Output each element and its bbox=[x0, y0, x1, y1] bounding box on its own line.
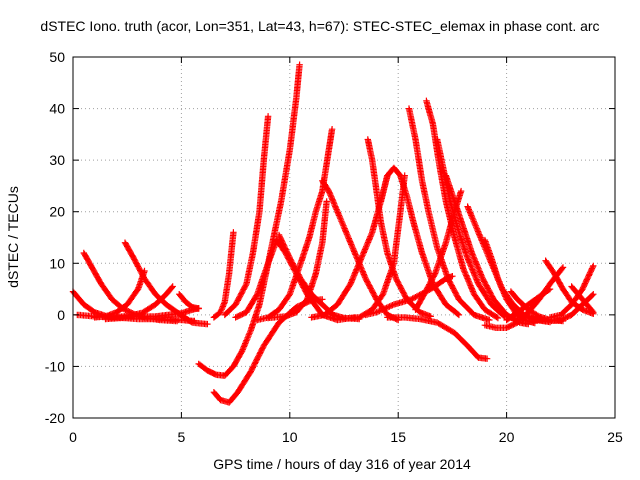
data-point-markers bbox=[364, 136, 434, 320]
x-tick-label: 20 bbox=[499, 429, 515, 445]
data-series bbox=[195, 61, 303, 379]
data-series bbox=[210, 229, 237, 321]
data-point-markers bbox=[195, 61, 303, 379]
x-tick-label: 15 bbox=[390, 429, 406, 445]
y-tick-label: 20 bbox=[49, 204, 65, 220]
data-series bbox=[412, 187, 465, 313]
y-tick-label: 40 bbox=[49, 101, 65, 117]
y-tick-label: -10 bbox=[45, 358, 65, 374]
y-axis-label: dSTEC / TECUs bbox=[5, 186, 21, 288]
data-series bbox=[221, 113, 272, 319]
data-series bbox=[121, 239, 211, 328]
y-tick-label: 0 bbox=[57, 307, 65, 323]
data-series bbox=[364, 136, 434, 320]
data-point-markers bbox=[102, 305, 202, 323]
axis-ticks: 0 5 10 15 20 25 -20 -10 0 10 20 30 40 50 bbox=[45, 49, 623, 445]
data-point-markers bbox=[210, 229, 237, 321]
data-point-markers bbox=[254, 126, 336, 324]
data-point-markers bbox=[384, 314, 491, 362]
x-tick-label: 10 bbox=[282, 429, 298, 445]
data-point-markers bbox=[221, 113, 272, 319]
data-series bbox=[264, 198, 330, 322]
data-point-markers bbox=[121, 239, 211, 328]
x-tick-label: 0 bbox=[69, 429, 77, 445]
data-point-markers bbox=[412, 187, 465, 313]
data-series bbox=[254, 126, 336, 324]
data-series bbox=[176, 291, 202, 312]
plot-frame bbox=[72, 56, 616, 419]
y-tick-label: 50 bbox=[49, 49, 65, 65]
data-point-markers bbox=[405, 105, 493, 324]
y-tick-label: 30 bbox=[49, 152, 65, 168]
data-series bbox=[568, 283, 597, 316]
data-point-markers bbox=[568, 283, 597, 316]
y-tick-label: 10 bbox=[49, 255, 65, 271]
data-points bbox=[69, 61, 597, 406]
x-tick-label: 25 bbox=[607, 429, 623, 445]
y-tick-label: -20 bbox=[45, 410, 65, 426]
chart-title: dSTEC Iono. truth (acor, Lon=351, Lat=43… bbox=[40, 18, 599, 34]
grid-lines bbox=[73, 57, 615, 418]
data-series bbox=[384, 314, 491, 362]
data-point-markers bbox=[264, 198, 330, 322]
data-series bbox=[102, 305, 202, 323]
data-point-markers bbox=[176, 291, 202, 312]
x-tick-label: 5 bbox=[178, 429, 186, 445]
data-series bbox=[405, 105, 493, 324]
x-axis-label: GPS time / hours of day 316 of year 2014 bbox=[213, 456, 471, 472]
